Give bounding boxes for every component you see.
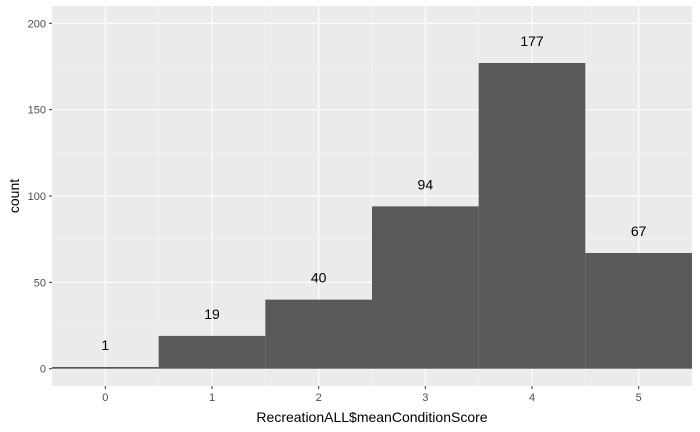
y-tick-label: 50 [34, 277, 46, 289]
x-tick-label: 1 [209, 392, 215, 404]
bar-4 [478, 63, 586, 369]
y-tick-label: 200 [28, 18, 46, 30]
x-axis-title: RecreationALL$meanConditionScore [256, 409, 487, 425]
x-axis: 0 1 2 3 4 5 [102, 386, 642, 404]
x-tick-label: 5 [636, 392, 642, 404]
bar-value-label: 94 [418, 176, 434, 192]
bar-value-label: 1 [101, 337, 109, 353]
bar-1 [158, 335, 266, 369]
x-tick-label: 2 [316, 392, 322, 404]
bars-layer [52, 63, 692, 369]
y-tick-label: 0 [40, 364, 46, 376]
bar-value-label: 177 [520, 33, 544, 49]
bar-value-label: 40 [311, 270, 327, 286]
bar-3 [372, 206, 479, 369]
x-tick-label: 0 [102, 392, 108, 404]
bar-0 [52, 367, 159, 369]
bar-5 [585, 253, 692, 369]
bar-2 [265, 299, 372, 369]
y-tick-label: 100 [28, 191, 46, 203]
y-axis-title: count [6, 179, 22, 213]
y-tick-label: 150 [28, 105, 46, 117]
bar-value-label: 67 [631, 223, 647, 239]
y-axis: 0 50 100 150 200 [28, 18, 52, 376]
x-tick-label: 4 [529, 392, 535, 404]
bar-labels-layer: 1 19 40 94 177 67 [101, 33, 646, 353]
bar-value-label: 19 [204, 306, 220, 322]
x-tick-label: 3 [422, 392, 428, 404]
